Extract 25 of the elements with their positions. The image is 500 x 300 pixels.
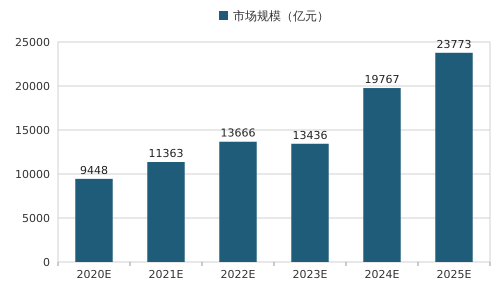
bar	[363, 88, 401, 262]
x-tick-label: 2023E	[292, 268, 328, 281]
y-tick-label: 10000	[15, 168, 50, 181]
x-tick-label: 2025E	[436, 268, 472, 281]
bar	[291, 144, 329, 262]
y-tick-label: 15000	[15, 124, 50, 137]
data-label: 13436	[292, 128, 328, 142]
bar	[75, 178, 113, 262]
y-tick-label: 0	[43, 256, 50, 269]
data-label: 19767	[364, 73, 400, 86]
x-tick-label: 2021E	[148, 268, 184, 281]
y-tick-label: 25000	[15, 36, 50, 49]
bar	[219, 142, 257, 262]
x-tick-label: 2022E	[220, 268, 256, 281]
legend-label: 市场规模（亿元）	[233, 9, 329, 23]
data-label: 13666	[220, 126, 256, 140]
bar	[435, 52, 473, 262]
y-tick-label: 5000	[22, 212, 50, 225]
data-label: 9448	[80, 164, 108, 177]
x-tick-label: 2020E	[76, 268, 112, 281]
y-tick-label: 20000	[15, 80, 50, 93]
data-label: 11363	[148, 147, 184, 160]
data-label: 23773	[436, 38, 472, 51]
bar	[147, 162, 185, 262]
x-tick-label: 2024E	[364, 268, 400, 281]
